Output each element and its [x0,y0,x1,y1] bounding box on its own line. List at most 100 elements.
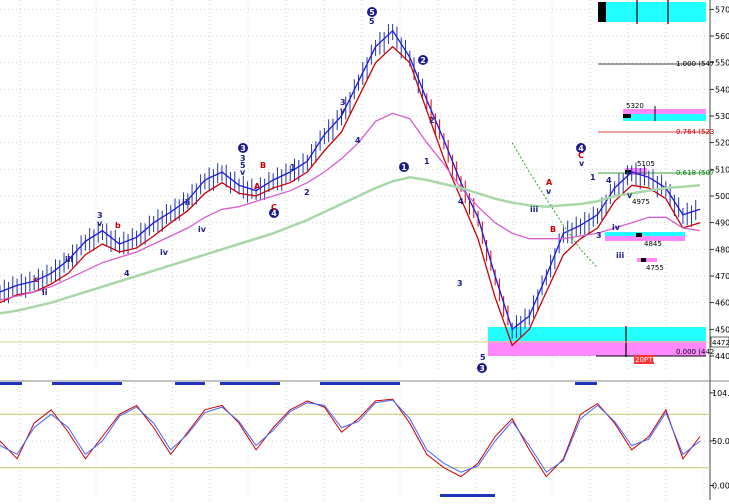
current-price-text: 4472. [712,339,729,347]
wave-4-c: 4 [355,136,361,145]
cycle-bar [440,494,495,497]
wave-markers: 5 2 1 3 4 3 4 [238,7,586,373]
wave-1-text: 1 [401,163,407,172]
target-5105: 5105 [637,160,655,168]
fib-labels: 1.000 (547 0.764 (523 0.618 (507 0.000 (… [676,60,714,356]
osc-tick-label: 104. [712,389,729,398]
price-tick-label: 4700 [715,272,729,281]
price-tick-label: 4400 [715,352,729,361]
price-tick-label: 5500 [715,59,729,68]
price-tick-label: 5000 [715,192,729,201]
wave-3-left-text: 3 [240,144,246,153]
wave-1-b: 1 [424,157,430,166]
target-4845: 4845 [644,240,662,248]
price-tick-label: 5700 [715,5,729,14]
target-5320: 5320 [626,102,644,110]
wave-marker-3-bottom: 3 [477,363,487,373]
fib-label-1000: 1.000 (547 [676,60,714,68]
wave-iv-a: iv [160,248,169,257]
wave-marker-4-left: 4 [269,208,279,218]
wave-C-right: C [578,151,584,160]
wave-v-e: v [579,159,585,168]
wave-iv-b: iv [198,225,207,234]
badge-text: 20PTI [635,356,654,364]
price-series-line-0 [0,29,701,331]
wave-iii-d: iii [616,251,624,260]
cycle-bar [52,382,122,385]
wave-3-bottom-text: 3 [479,364,485,373]
oscillator-series [0,398,701,478]
wave-4-left-text: 4 [271,209,277,218]
wave-v-a: v [97,219,103,228]
wave-v-c: v [340,106,346,115]
zone-5105-black [625,170,631,174]
wave-c: c [34,275,39,284]
wave-4-d: 4 [606,176,612,185]
zone-5320-black [623,114,631,118]
price-series-line-3 [0,176,701,315]
wave-marker-2: 2 [418,55,428,65]
price-axis: 5700 5600 5500 5400 5300 5200 5100 5000 4900 4800… [710,5,729,361]
wave-2-b: 2 [429,116,435,125]
wave-3-a: 3 [97,211,103,220]
zone-top-cyan [598,2,706,22]
zone-4845-cyan [605,232,685,237]
wave-top-5-text: 5 [369,8,375,17]
wave-3-b: 3 [240,154,246,163]
wave-A-left: A [254,182,261,191]
wave-marker-1: 1 [399,162,409,172]
fib-label-0618: 0.618 (507 [676,169,714,177]
wave-plain-labels: c ii iii 3 v b iv 4 iii iv 3 5 v B A C 1… [34,17,633,362]
price-series-line-4 [511,142,598,269]
wave-4-right-text: 4 [578,144,584,153]
price-series-line-2 [0,112,701,301]
fib-label-0764: 0.764 (523 [676,128,714,136]
wave-marker-4-right: 4 [576,143,586,153]
wave-iii-c: iii [530,205,538,214]
wave-ii: ii [42,288,48,297]
wave-B-left: B [260,161,266,170]
zone-bottom-pink [488,341,706,356]
wave-4-b: 4 [458,197,464,206]
wave-A-right: A [546,178,553,187]
wave-5-b: 5 [240,161,246,170]
zone-5320-cyan [623,114,706,121]
wave-v-f: v [627,191,633,200]
zone-4845-black [636,233,642,237]
wave-marker-top-5: 5 [367,7,377,17]
cycle-bar [575,382,597,385]
price-tick-label: 5300 [715,112,729,121]
zone-4845-pink [605,236,685,241]
price-series-line-1 [0,45,701,347]
badge-bg [634,355,654,364]
price-tick-label: 5100 [715,165,729,174]
osc-panel-bg [0,383,710,500]
price-tick-label: 4900 [715,219,729,228]
zone-4755-black [641,258,646,262]
zone-top-black [598,2,606,22]
cycle-bars [0,382,597,497]
osc-tick-label: 0.00 [712,482,729,491]
wave-1-c: 1 [590,173,596,182]
cycle-bar [0,382,22,385]
wave-C-left: C [271,203,277,212]
cycle-bar [320,382,400,385]
wave-iv-c: iv [612,223,621,232]
wave-3-c: 3 [340,98,346,107]
zone-bottom-cyan [488,327,706,341]
fib-label-0000: 0.000 (442 [676,348,714,356]
wave-iii-a: iii [65,255,73,264]
price-tick-label: 5600 [715,32,729,41]
wave-2-text: 2 [420,56,426,65]
zone-5320-pink [623,109,706,115]
price-target-labels: 5320 5105 4975 4845 4755 [626,102,664,272]
wave-b: b [115,221,121,230]
price-tick-label: 5400 [715,85,729,94]
wave-5-d: 5 [480,353,486,362]
osc-grid [0,383,710,500]
wave-v-b: v [240,168,246,177]
target-4975: 4975 [632,198,650,206]
wave-2-a: 2 [304,188,310,197]
